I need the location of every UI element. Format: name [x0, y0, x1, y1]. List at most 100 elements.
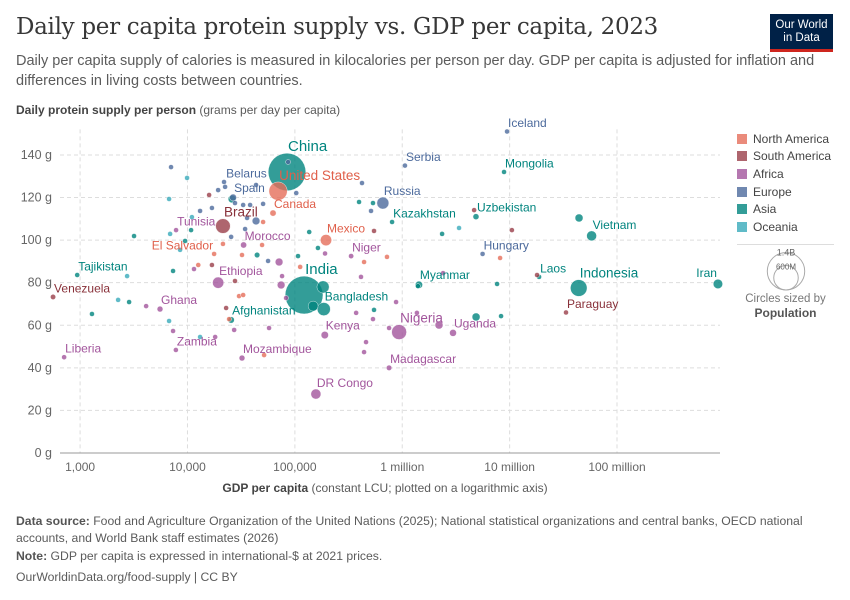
point[interactable]	[167, 231, 173, 237]
point[interactable]	[440, 270, 446, 276]
point[interactable]	[251, 216, 261, 226]
point[interactable]	[434, 320, 444, 330]
point[interactable]	[498, 313, 504, 319]
point[interactable]	[306, 229, 312, 235]
point[interactable]	[361, 259, 367, 265]
legend-item-europe[interactable]: Europe	[737, 183, 831, 201]
legend-item-africa[interactable]: Africa	[737, 165, 831, 183]
legend-item-south-america[interactable]: South America	[737, 148, 831, 166]
point[interactable]	[220, 241, 226, 247]
point[interactable]	[231, 327, 237, 333]
point[interactable]	[226, 316, 232, 322]
point[interactable]	[197, 208, 203, 214]
point[interactable]	[221, 179, 227, 185]
point-canada[interactable]	[269, 209, 277, 217]
point[interactable]	[206, 192, 212, 198]
point[interactable]	[315, 245, 321, 251]
point-paraguay[interactable]	[563, 309, 569, 316]
point-madagascar[interactable]	[386, 364, 393, 371]
point[interactable]	[363, 339, 369, 345]
point[interactable]	[368, 208, 374, 214]
point[interactable]	[261, 352, 267, 358]
point[interactable]	[370, 316, 376, 322]
point[interactable]	[188, 227, 194, 233]
owid-logo[interactable]: Our World in Data	[770, 14, 833, 52]
point-ethiopia[interactable]	[212, 276, 224, 289]
point-morocco[interactable]	[240, 241, 247, 249]
point-zambia[interactable]	[173, 347, 179, 353]
point-mozambique[interactable]	[238, 354, 246, 362]
point[interactable]	[361, 349, 367, 355]
point[interactable]	[265, 258, 271, 264]
point[interactable]	[574, 213, 584, 223]
point[interactable]	[497, 255, 503, 261]
point-nigeria[interactable]	[391, 324, 407, 340]
point[interactable]	[228, 234, 234, 240]
legend-item-asia[interactable]: Asia	[737, 200, 831, 218]
point[interactable]	[189, 214, 195, 220]
point-ghana[interactable]	[156, 305, 164, 313]
point[interactable]	[209, 262, 215, 268]
point-iceland[interactable]	[504, 128, 510, 135]
point[interactable]	[260, 201, 266, 207]
point[interactable]	[534, 272, 540, 278]
point[interactable]	[143, 303, 149, 309]
point-niger[interactable]	[348, 253, 354, 259]
point[interactable]	[471, 207, 477, 213]
point[interactable]	[177, 247, 183, 253]
point[interactable]	[439, 231, 445, 237]
point-united-states[interactable]	[268, 181, 288, 201]
point[interactable]	[259, 242, 265, 248]
legend-item-north-america[interactable]: North America	[737, 130, 831, 148]
point[interactable]	[371, 307, 377, 313]
point-kenya[interactable]	[320, 331, 329, 339]
point-mongolia[interactable]	[501, 169, 507, 175]
point[interactable]	[266, 325, 272, 331]
point-dr-congo[interactable]	[310, 388, 322, 400]
point[interactable]	[253, 182, 259, 188]
point[interactable]	[170, 268, 176, 274]
point[interactable]	[254, 252, 261, 258]
point[interactable]	[247, 202, 253, 208]
point-tajikistan[interactable]	[74, 272, 80, 278]
point[interactable]	[240, 202, 246, 208]
point[interactable]	[170, 328, 176, 334]
point[interactable]	[209, 205, 215, 211]
point-mexico[interactable]	[320, 234, 332, 246]
point[interactable]	[322, 250, 328, 257]
point-serbia[interactable]	[402, 162, 408, 169]
point[interactable]	[509, 227, 515, 233]
point[interactable]	[197, 334, 203, 340]
point-iran[interactable]	[713, 279, 723, 289]
point[interactable]	[244, 215, 250, 221]
point-kazakhstan[interactable]	[389, 219, 395, 225]
point[interactable]	[456, 225, 462, 231]
point[interactable]	[166, 318, 172, 324]
point[interactable]	[295, 253, 301, 259]
point[interactable]	[371, 228, 377, 234]
point[interactable]	[307, 300, 319, 312]
point[interactable]	[215, 187, 221, 193]
point[interactable]	[285, 159, 291, 165]
point[interactable]	[279, 273, 285, 279]
point[interactable]	[384, 254, 390, 260]
point[interactable]	[223, 305, 229, 311]
point[interactable]	[232, 200, 238, 206]
point-spain[interactable]	[229, 193, 237, 202]
point-liberia[interactable]	[61, 354, 67, 360]
point[interactable]	[166, 196, 172, 202]
point[interactable]	[393, 299, 399, 305]
point-hungary[interactable]	[479, 251, 486, 257]
point-tunisia[interactable]	[173, 227, 179, 233]
point-belarus[interactable]	[222, 184, 228, 190]
point[interactable]	[240, 292, 246, 298]
point[interactable]	[359, 180, 365, 186]
point[interactable]	[471, 312, 481, 322]
point-brazil[interactable]	[215, 218, 231, 234]
point[interactable]	[168, 164, 174, 170]
point-vietnam[interactable]	[586, 230, 597, 242]
point[interactable]	[242, 226, 248, 232]
point[interactable]	[124, 273, 130, 279]
point[interactable]	[356, 199, 362, 205]
point[interactable]	[126, 299, 132, 305]
